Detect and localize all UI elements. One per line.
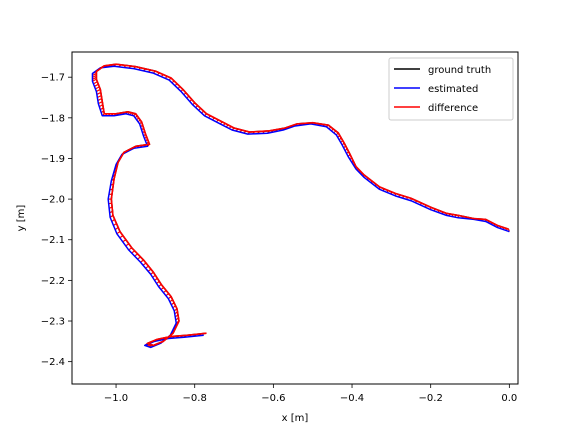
plot-area	[91, 63, 510, 349]
y-axis-label: y [m]	[16, 205, 27, 232]
y-tick-label: −2.0	[41, 195, 65, 206]
x-tick-label: −0.6	[261, 393, 285, 404]
x-axis-ticks: −1.0 −0.8 −0.6 −0.4 −0.2 0.0	[104, 384, 517, 404]
y-tick-label: −2.4	[41, 357, 65, 368]
y-tick-label: −2.1	[41, 235, 65, 246]
x-tick-label: −0.4	[340, 393, 364, 404]
x-tick-label: −0.2	[419, 393, 443, 404]
y-tick-label: −1.7	[41, 73, 65, 84]
legend-label-estimated: estimated	[428, 84, 478, 95]
difference-overlay-line	[95, 63, 509, 347]
estimated-line	[91, 65, 510, 349]
x-tick-label: −0.8	[183, 393, 207, 404]
legend-entry-estimated: estimated	[394, 84, 478, 95]
x-tick-label: −1.0	[104, 393, 128, 404]
legend-entry-ground-truth: ground truth	[394, 65, 491, 76]
x-tick-label: 0.0	[501, 393, 517, 404]
axes-frame	[71, 51, 519, 385]
y-tick-label: −1.8	[41, 113, 65, 124]
y-axis-ticks: −2.4 −2.3 −2.2 −2.1 −2.0 −1.9 −1.8 −1.7	[41, 73, 72, 368]
y-tick-label: −2.3	[41, 317, 65, 328]
legend: ground truth estimated difference	[388, 57, 514, 121]
y-tick-label: −1.9	[41, 154, 65, 165]
legend-label-ground-truth: ground truth	[428, 65, 491, 76]
y-tick-label: −2.2	[41, 276, 65, 287]
legend-box	[388, 57, 514, 121]
legend-entry-difference: difference	[394, 103, 478, 114]
legend-label-difference: difference	[428, 103, 478, 114]
x-axis-label: x [m]	[282, 413, 309, 424]
